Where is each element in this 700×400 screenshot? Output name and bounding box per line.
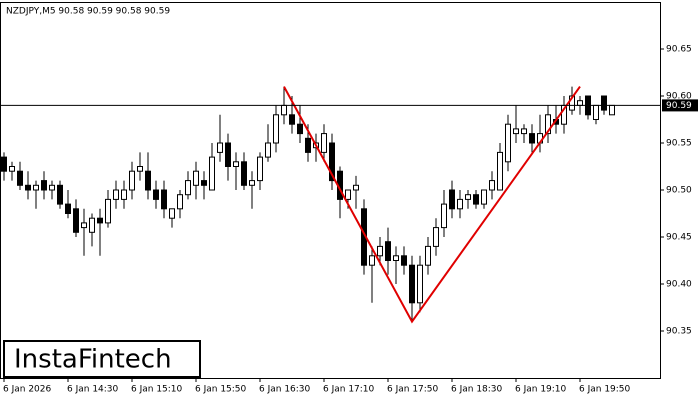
x-tick-label: 6 Jan 16:30 xyxy=(259,385,311,395)
candle-body xyxy=(329,142,335,182)
candle-body xyxy=(609,104,615,116)
candle-body xyxy=(153,189,159,200)
candle-body xyxy=(353,184,359,191)
x-tick-label: 6 Jan 19:10 xyxy=(515,385,567,395)
candle-body xyxy=(137,166,143,172)
candle-body xyxy=(457,198,463,210)
candle-body xyxy=(441,203,447,229)
candle-body xyxy=(473,194,479,205)
candle-body xyxy=(433,227,439,247)
y-tick-label: 90.35 xyxy=(666,327,692,337)
candle-body xyxy=(25,184,31,191)
candle-body xyxy=(193,170,199,186)
candle-body xyxy=(49,184,55,191)
candle-body xyxy=(121,189,127,200)
x-tick-label: 6 Jan 17:10 xyxy=(323,385,375,395)
candle-body xyxy=(129,170,135,191)
candle-body xyxy=(297,123,303,135)
candle-body xyxy=(145,170,151,191)
candle-body xyxy=(425,245,431,266)
candle-body xyxy=(449,189,455,210)
candle-body xyxy=(257,156,263,182)
candle-body xyxy=(417,264,423,304)
y-tick-label: 90.45 xyxy=(666,233,692,243)
x-tick-label: 6 Jan 17:50 xyxy=(387,385,439,395)
candle-body xyxy=(497,151,503,191)
candle-body xyxy=(201,180,207,186)
candle-body xyxy=(9,166,15,172)
candle-body xyxy=(529,133,535,144)
candle-body xyxy=(281,104,287,116)
candle-body xyxy=(217,142,223,153)
candle-body xyxy=(209,156,215,191)
candle-body xyxy=(105,198,111,224)
y-tick-label: 90.60 xyxy=(666,92,692,102)
x-tick-label: 6 Jan 15:50 xyxy=(195,385,247,395)
candle-body xyxy=(481,189,487,205)
candle-body xyxy=(369,255,375,266)
candle-body xyxy=(593,104,599,121)
candle-body xyxy=(513,128,519,135)
candle-body xyxy=(385,241,391,261)
candle-body xyxy=(41,180,47,191)
candle-body xyxy=(177,194,183,210)
candle-body xyxy=(401,255,407,266)
candle-body xyxy=(57,184,63,205)
logo: InstaFintech xyxy=(14,345,172,375)
candle-body xyxy=(73,208,79,233)
candle-body xyxy=(161,189,167,210)
candle-body xyxy=(97,217,103,224)
candle-body xyxy=(89,217,95,233)
candle-body xyxy=(489,180,495,191)
candle-body xyxy=(65,203,71,215)
x-tick-label: 6 Jan 2026 xyxy=(3,385,51,395)
y-tick-label: 90.65 xyxy=(666,45,692,55)
x-tick-label: 6 Jan 15:10 xyxy=(131,385,183,395)
x-tick-label: 6 Jan 19:50 xyxy=(579,385,631,395)
logo-box xyxy=(3,340,201,378)
x-tick-label: 6 Jan 14:30 xyxy=(67,385,119,395)
candle-body xyxy=(345,189,351,200)
candle-body xyxy=(521,128,527,135)
candle-body xyxy=(377,245,383,257)
candle-body xyxy=(233,161,239,168)
price-label-box xyxy=(662,99,698,112)
candle-body xyxy=(265,142,271,158)
candle-body xyxy=(225,142,231,167)
y-tick-label: 90.40 xyxy=(666,280,692,290)
candle-body xyxy=(17,170,23,186)
pattern-line xyxy=(283,86,581,324)
candle-body xyxy=(33,184,39,191)
candle-body xyxy=(601,95,607,111)
candle-body xyxy=(81,222,87,229)
candle-body xyxy=(273,114,279,144)
candle-body xyxy=(505,123,511,163)
candle-body xyxy=(169,208,175,219)
y-tick-label: 90.50 xyxy=(666,186,692,196)
candle-body xyxy=(113,189,119,200)
candle-body xyxy=(241,161,247,186)
candle-body xyxy=(409,264,415,304)
candle-body xyxy=(1,156,7,172)
candle-body xyxy=(393,255,399,262)
price-label: 90.59 xyxy=(666,101,692,111)
candle-body xyxy=(577,100,583,106)
candle-body xyxy=(321,133,327,153)
x-tick-label: 6 Jan 18:30 xyxy=(451,385,503,395)
candle-body xyxy=(185,180,191,196)
plot-frame xyxy=(0,2,661,379)
candle-body xyxy=(569,95,575,111)
chart-title: NZDJPY,M5 90.58 90.59 90.58 90.59 xyxy=(6,7,170,17)
y-tick-label: 90.55 xyxy=(666,139,692,149)
candle-body xyxy=(249,180,255,186)
candle-body xyxy=(289,114,295,125)
candle-body xyxy=(305,137,311,153)
candle-body xyxy=(465,194,471,200)
candle-body xyxy=(545,114,551,135)
